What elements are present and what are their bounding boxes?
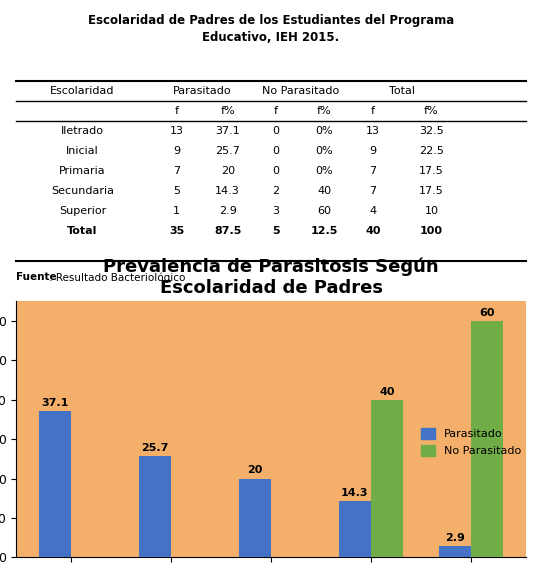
Text: 25.7: 25.7 — [141, 443, 169, 453]
Text: 32.5: 32.5 — [419, 126, 444, 136]
Bar — [239, 479, 271, 557]
Text: 7: 7 — [369, 186, 377, 196]
Bar — [371, 400, 403, 557]
Text: 25.7: 25.7 — [215, 146, 240, 157]
Text: : Resultado Bacteriológico: : Resultado Bacteriológico — [49, 272, 186, 283]
Text: f%: f% — [221, 106, 235, 116]
Text: 60: 60 — [318, 206, 332, 216]
Text: Total: Total — [389, 86, 415, 96]
Text: 37.1: 37.1 — [42, 398, 69, 408]
Text: f: f — [175, 106, 179, 116]
Text: 14.3: 14.3 — [215, 186, 240, 196]
Text: 100: 100 — [420, 226, 443, 236]
Bar — [470, 321, 502, 557]
Text: 4: 4 — [369, 206, 377, 216]
Text: 5: 5 — [272, 226, 280, 236]
Text: 7: 7 — [369, 166, 377, 176]
Text: Escolaridad de Padres de los Estudiantes del Programa
Educativo, IEH 2015.: Escolaridad de Padres de los Estudiantes… — [88, 14, 454, 44]
Text: 0%: 0% — [315, 166, 333, 176]
Title: Prevalencia de Parasitosis Según
Escolaridad de Padres: Prevalencia de Parasitosis Según Escolar… — [103, 258, 439, 297]
Text: 9: 9 — [173, 146, 180, 157]
Text: 9: 9 — [369, 146, 377, 157]
Text: 13: 13 — [170, 126, 184, 136]
Text: f%: f% — [317, 106, 332, 116]
Bar — [438, 546, 470, 557]
Text: Escolaridad: Escolaridad — [50, 86, 115, 96]
Text: f: f — [274, 106, 278, 116]
Text: 40: 40 — [318, 186, 332, 196]
Text: 37.1: 37.1 — [215, 126, 240, 136]
Text: 12.5: 12.5 — [311, 226, 338, 236]
Text: 0: 0 — [273, 146, 280, 157]
Text: 10: 10 — [424, 206, 438, 216]
Text: 22.5: 22.5 — [419, 146, 444, 157]
Text: 13: 13 — [366, 126, 380, 136]
Bar — [339, 501, 371, 557]
Text: 7: 7 — [173, 166, 180, 176]
Legend: Parasitado, No Parasitado: Parasitado, No Parasitado — [417, 423, 525, 461]
Text: Primaria: Primaria — [59, 166, 106, 176]
Text: Fuente: Fuente — [16, 272, 57, 282]
Text: 60: 60 — [479, 308, 494, 318]
Text: 3: 3 — [273, 206, 280, 216]
Text: 40: 40 — [379, 387, 395, 396]
Bar — [139, 456, 171, 557]
Text: 40: 40 — [365, 226, 380, 236]
Text: 2.9: 2.9 — [445, 533, 464, 543]
Text: f%: f% — [424, 106, 439, 116]
Text: 20: 20 — [247, 466, 263, 475]
Text: No Parasitado: No Parasitado — [262, 86, 339, 96]
Text: Inicial: Inicial — [66, 146, 99, 157]
Text: 17.5: 17.5 — [419, 186, 444, 196]
Text: 0%: 0% — [315, 146, 333, 157]
Text: 2: 2 — [273, 186, 280, 196]
Text: f: f — [371, 106, 375, 116]
Text: 35: 35 — [169, 226, 184, 236]
Text: Parasitado: Parasitado — [173, 86, 231, 96]
Text: 87.5: 87.5 — [214, 226, 241, 236]
Text: 2.9: 2.9 — [219, 206, 237, 216]
Text: Superior: Superior — [59, 206, 106, 216]
Text: Secundaria: Secundaria — [51, 186, 114, 196]
Text: 5: 5 — [173, 186, 180, 196]
Text: 20: 20 — [221, 166, 235, 176]
Text: 0%: 0% — [315, 126, 333, 136]
Text: 17.5: 17.5 — [419, 166, 444, 176]
Text: 0: 0 — [273, 126, 280, 136]
Text: 1: 1 — [173, 206, 180, 216]
Text: 0: 0 — [273, 166, 280, 176]
Text: 14.3: 14.3 — [341, 488, 369, 498]
Text: Iletrado: Iletrado — [61, 126, 104, 136]
Bar — [40, 411, 72, 557]
Text: Total: Total — [67, 226, 98, 236]
